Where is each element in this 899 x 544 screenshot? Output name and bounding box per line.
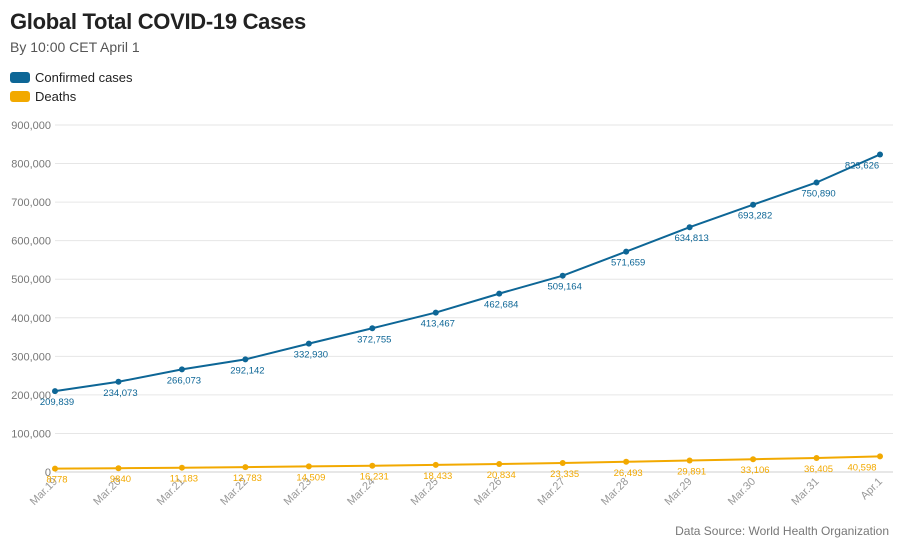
data-label-deaths: 12,783 xyxy=(233,473,262,484)
data-label-confirmed: 234,073 xyxy=(103,388,137,399)
data-point-confirmed xyxy=(305,340,312,347)
data-point-confirmed xyxy=(115,378,122,385)
data-label-confirmed: 693,282 xyxy=(738,211,772,222)
y-tick-label: 600,000 xyxy=(11,236,51,248)
y-tick-label: 900,000 xyxy=(11,120,51,132)
data-label-deaths: 18,433 xyxy=(423,471,452,482)
data-point-deaths xyxy=(496,460,503,467)
data-point-deaths xyxy=(686,457,693,464)
series-line-confirmed xyxy=(54,153,881,393)
data-label-confirmed: 209,839 xyxy=(40,397,74,408)
data-point-confirmed xyxy=(686,224,693,231)
data-point-confirmed xyxy=(242,356,249,363)
data-point-confirmed xyxy=(52,388,58,395)
data-point-deaths xyxy=(305,463,312,470)
data-point-confirmed xyxy=(877,151,883,158)
data-point-deaths xyxy=(432,461,439,468)
data-point-deaths xyxy=(877,453,883,460)
x-tick-label: Apr.1 xyxy=(858,476,885,503)
data-point-deaths xyxy=(115,465,122,472)
y-tick-label: 200,000 xyxy=(11,390,51,402)
data-label-confirmed: 372,755 xyxy=(357,334,391,345)
y-tick-label: 300,000 xyxy=(11,351,51,363)
x-tick-label: Mar.28 xyxy=(599,476,631,508)
y-tick-label: 700,000 xyxy=(11,197,51,209)
data-label-confirmed: 462,684 xyxy=(484,300,518,311)
data-point-confirmed xyxy=(623,248,630,255)
data-point-confirmed xyxy=(750,201,757,208)
y-tick-label: 100,000 xyxy=(11,428,51,440)
y-tick-label: 500,000 xyxy=(11,274,51,286)
data-point-confirmed xyxy=(178,366,185,373)
y-tick-label: 800,000 xyxy=(11,159,51,171)
legend-label-deaths: Deaths xyxy=(35,89,77,104)
data-point-confirmed xyxy=(813,179,820,186)
data-label-deaths: 26,493 xyxy=(614,468,643,479)
x-tick-label: Mar.30 xyxy=(726,476,758,508)
data-label-deaths: 36,405 xyxy=(804,464,833,475)
data-label-confirmed: 266,073 xyxy=(167,375,201,386)
data-point-deaths xyxy=(52,465,58,472)
data-point-deaths xyxy=(813,454,820,461)
data-label-deaths: 14,509 xyxy=(296,472,325,483)
data-point-deaths xyxy=(369,462,376,469)
y-tick-label: 0 xyxy=(45,467,51,479)
chart-subtitle: By 10:00 CET April 1 xyxy=(10,39,140,55)
x-tick-label: Mar.27 xyxy=(536,476,568,508)
data-label-confirmed: 634,813 xyxy=(674,233,708,244)
data-label-confirmed: 571,659 xyxy=(611,258,645,269)
data-point-confirmed xyxy=(496,290,503,297)
data-label-deaths: 40,598 xyxy=(847,462,876,473)
data-label-deaths: 20,834 xyxy=(487,470,516,481)
data-point-deaths xyxy=(750,456,757,463)
x-tick-label: Mar.31 xyxy=(789,476,821,508)
legend-item-deaths[interactable]: Deaths xyxy=(10,87,133,106)
data-point-confirmed xyxy=(559,272,566,279)
data-point-confirmed xyxy=(369,325,376,332)
data-label-deaths: 23,335 xyxy=(550,469,579,480)
legend-swatch-deaths xyxy=(10,91,30,102)
data-label-confirmed: 332,930 xyxy=(294,350,328,361)
data-label-deaths: 11,183 xyxy=(170,474,198,485)
data-label-deaths: 16,231 xyxy=(360,472,389,483)
legend-label-confirmed: Confirmed cases xyxy=(35,70,133,85)
data-label-deaths: 8778 xyxy=(46,475,67,486)
data-label-confirmed: 823,626 xyxy=(845,160,879,171)
data-label-confirmed: 750,890 xyxy=(801,188,835,199)
series-line-deaths xyxy=(54,455,881,470)
data-point-deaths xyxy=(242,464,249,471)
data-label-confirmed: 292,142 xyxy=(230,365,264,376)
data-source: Data Source: World Health Organization xyxy=(675,524,889,538)
legend-swatch-confirmed xyxy=(10,72,30,83)
chart-title: Global Total COVID-19 Cases xyxy=(10,9,306,34)
y-tick-label: 400,000 xyxy=(11,313,51,325)
data-label-confirmed: 413,467 xyxy=(421,319,455,330)
data-point-confirmed xyxy=(432,309,439,316)
data-point-deaths xyxy=(623,458,630,465)
data-point-deaths xyxy=(178,464,185,471)
x-tick-label: Mar.29 xyxy=(662,476,694,508)
data-label-deaths: 9840 xyxy=(110,474,131,485)
data-label-deaths: 29,891 xyxy=(677,466,706,477)
data-point-deaths xyxy=(559,460,566,467)
legend-item-confirmed[interactable]: Confirmed cases xyxy=(10,68,133,87)
data-label-deaths: 33,106 xyxy=(741,465,770,476)
data-label-confirmed: 509,164 xyxy=(548,282,582,293)
legend: Confirmed cases Deaths xyxy=(10,68,133,106)
